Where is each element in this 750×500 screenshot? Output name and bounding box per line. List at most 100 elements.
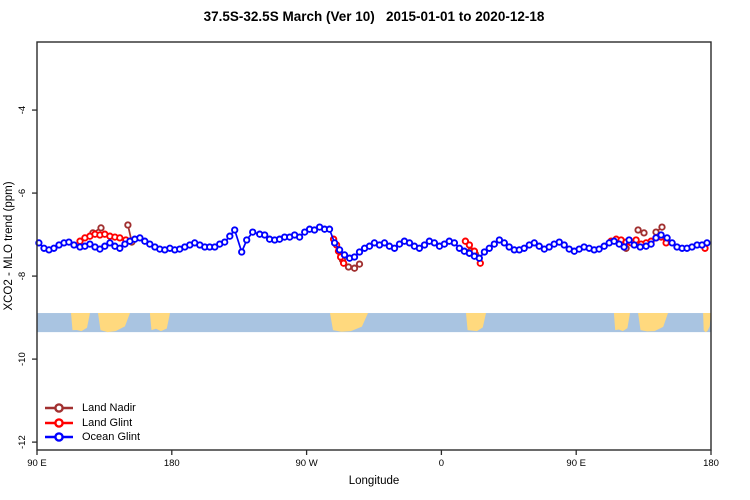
data-point: [500, 239, 508, 247]
y-axis-label: XCO2 - MLO trend (ppm): [3, 181, 15, 311]
data-point: [485, 244, 493, 252]
data-point: [50, 244, 58, 252]
data-point: [640, 229, 648, 237]
data-point: [668, 239, 676, 247]
data-point: [365, 242, 374, 250]
data-point: [325, 225, 334, 233]
land-patch: [71, 313, 90, 332]
data-point: [430, 239, 439, 247]
data-point: [339, 259, 348, 267]
data-point: [595, 245, 603, 253]
data-point: [340, 251, 349, 259]
land-patch: [330, 313, 368, 332]
x-tick-label: 90 W: [296, 458, 318, 469]
data-point: [657, 231, 665, 239]
data-point: [226, 232, 234, 240]
data-point: [405, 239, 414, 247]
land-patch: [703, 313, 711, 333]
data-point: [121, 240, 129, 248]
data-point: [634, 226, 642, 234]
data-point: [355, 260, 364, 268]
data-point: [116, 234, 124, 242]
x-axis-ticks: 90 E 180 90 W 0 90 E 180: [27, 450, 719, 469]
y-tick-label: -6: [17, 189, 28, 197]
data-point: [350, 264, 359, 272]
data-point: [647, 240, 655, 248]
data-point: [106, 239, 114, 247]
y-tick-label: -12: [17, 435, 28, 449]
data-point: [124, 221, 132, 229]
legend-item-land-glint: Land Glint: [44, 416, 140, 431]
data-point: [560, 241, 568, 249]
data-point: [663, 234, 671, 242]
data-point: [261, 231, 269, 239]
ocean-glint-marker-icon: [45, 432, 73, 443]
land-nadir-marker-icon: [45, 403, 73, 414]
data-point: [310, 226, 319, 234]
data-point: [97, 224, 105, 232]
plot-title: 37.5S-32.5S March (Ver 10) 2015-01-01 to…: [203, 9, 545, 24]
data-point: [221, 238, 229, 246]
legend-label: Land Glint: [82, 416, 133, 429]
data-point: [475, 254, 483, 262]
legend: Land Nadir Land Glint Ocean Glint: [44, 401, 140, 445]
land-patch: [466, 313, 486, 332]
data-point: [136, 234, 144, 242]
land-patch: [613, 313, 630, 332]
y-tick-label: -10: [17, 352, 28, 366]
data-point: [86, 240, 94, 248]
data-point: [625, 236, 633, 244]
data-point: [243, 236, 251, 244]
legend-item-ocean-glint: Ocean Glint: [44, 430, 140, 445]
data-point: [65, 238, 73, 246]
land-glint-marker-icon: [45, 417, 73, 428]
data-point: [658, 223, 666, 231]
data-point: [141, 237, 149, 245]
data-point: [620, 243, 628, 251]
data-point: [703, 239, 711, 247]
data-point: [380, 239, 389, 247]
data-point: [535, 242, 543, 250]
x-tick-label: 180: [164, 458, 180, 469]
data-point: [238, 248, 246, 256]
data-point: [101, 242, 109, 250]
data-point: [420, 241, 429, 249]
y-tick-label: -8: [17, 272, 28, 280]
legend-label: Ocean Glint: [82, 431, 141, 444]
data-point: [450, 239, 459, 247]
plot-border: [36, 41, 712, 451]
data-point: [480, 248, 489, 256]
data-point: [390, 244, 399, 252]
data-point: [505, 243, 513, 251]
data-point: [520, 244, 528, 252]
land-patch: [98, 313, 130, 333]
x-tick-label: 0: [439, 458, 444, 469]
data-point: [465, 241, 474, 249]
data-point: [630, 241, 638, 249]
data-point: [116, 244, 124, 252]
land-patch: [149, 313, 170, 332]
x-axis-label: Longitude: [348, 475, 400, 487]
data-point: [330, 239, 339, 247]
data-point: [490, 240, 498, 248]
legend-item-land-nadir: Land Nadir: [44, 401, 140, 416]
data-point: [530, 239, 538, 247]
y-axis-ticks: -4 -6 -8 -10 -12: [17, 106, 37, 449]
data-point: [249, 228, 257, 236]
data-point: [652, 234, 660, 242]
data-point: [355, 248, 364, 256]
x-tick-label: 90 E: [27, 458, 47, 469]
data-point: [335, 246, 344, 254]
data-point: [415, 244, 424, 252]
data-point: [70, 241, 78, 249]
series-ocean-glint: [35, 223, 711, 262]
data-point: [231, 226, 239, 234]
data-point: [465, 249, 474, 257]
data-point: [295, 233, 304, 241]
x-tick-label: 90 E: [566, 458, 586, 469]
data-point: [610, 237, 618, 245]
y-tick-label: -4: [17, 106, 28, 114]
land-patch: [638, 313, 668, 332]
